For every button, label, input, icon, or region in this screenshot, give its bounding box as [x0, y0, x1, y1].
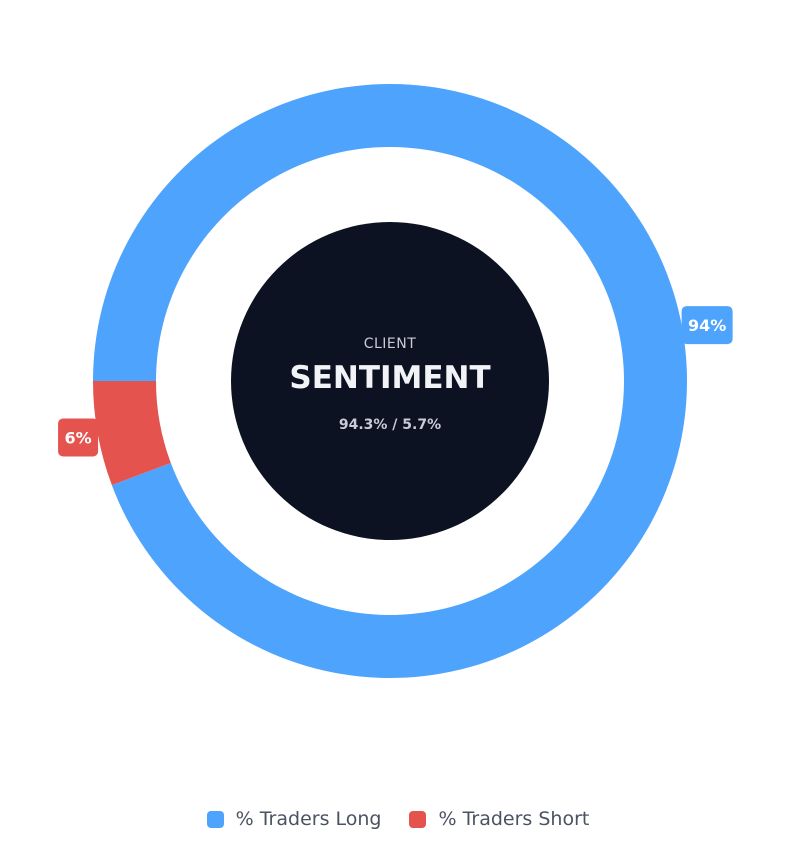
slice-labels: 94% 6%: [58, 306, 733, 457]
center-kicker: CLIENT: [364, 336, 417, 352]
center-title: SENTIMENT: [289, 360, 490, 396]
legend-label-long: % Traders Long: [235, 808, 382, 830]
slice-label-text: 94%: [688, 316, 726, 335]
legend-item-traders-short[interactable]: % Traders Short: [409, 808, 589, 830]
center-ratio: 94.3% / 5.7%: [339, 417, 441, 433]
donut-slices: [93, 83, 687, 678]
center-circle: [231, 222, 549, 540]
legend-label-short: % Traders Short: [438, 808, 590, 830]
slice-label-short: 6%: [58, 418, 99, 457]
slice-label-long: 94%: [681, 306, 733, 345]
slice-label-box: [58, 418, 99, 457]
legend-swatch-short: [409, 810, 427, 828]
slice-label-text: 6%: [64, 428, 91, 447]
donut-slice-short[interactable]: [93, 381, 171, 486]
sentiment-donut-chart: CLIENT SENTIMENT 94.3% / 5.7% 94% 6%: [58, 83, 733, 678]
slice-label-box: [681, 306, 733, 345]
legend-swatch-long: [206, 810, 224, 828]
legend-item-traders-long[interactable]: % Traders Long: [206, 808, 382, 830]
chart-legend: % Traders Long % Traders Short: [0, 808, 796, 830]
